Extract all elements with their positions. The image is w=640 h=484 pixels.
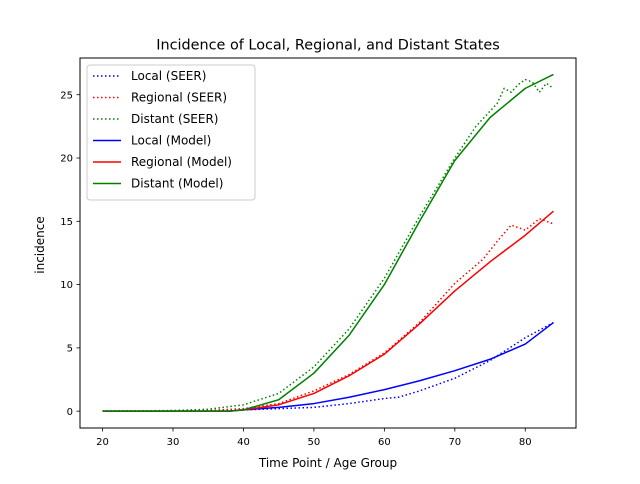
legend-label: Local (SEER) bbox=[131, 69, 206, 83]
y-tick-label: 10 bbox=[60, 280, 73, 291]
series-layer bbox=[102, 73, 554, 412]
x-tick-label: 40 bbox=[237, 437, 250, 448]
x-tick-label: 50 bbox=[308, 437, 321, 448]
x-tick-label: 20 bbox=[96, 437, 109, 448]
y-tick-label: 5 bbox=[67, 343, 73, 354]
legend-label: Regional (SEER) bbox=[131, 91, 227, 105]
x-tick-label: 30 bbox=[167, 437, 180, 448]
chart-title: Incidence of Local, Regional, and Distan… bbox=[156, 38, 499, 54]
legend-label: Distant (SEER) bbox=[131, 112, 219, 126]
legend-label: Regional (Model) bbox=[131, 155, 232, 169]
series-line-regional-seer bbox=[102, 218, 554, 412]
legend-box bbox=[86, 64, 256, 201]
x-tick-label: 80 bbox=[519, 437, 532, 448]
y-tick-label: 15 bbox=[60, 217, 73, 228]
legend: Local (SEER) Regional (SEER) Distant (SEER… bbox=[86, 64, 256, 201]
y-axis-label: incidence bbox=[33, 216, 47, 273]
axis-ticks: 20 30 40 50 60 70 80 0 5 10 15 20 25 bbox=[60, 90, 531, 448]
x-tick-label: 70 bbox=[448, 437, 461, 448]
y-tick-label: 25 bbox=[60, 90, 73, 101]
legend-label: Distant (Model) bbox=[131, 177, 223, 191]
y-tick-label: 0 bbox=[67, 407, 73, 418]
series-line-distant-model bbox=[102, 73, 554, 412]
legend-label: Local (Model) bbox=[131, 134, 211, 148]
y-tick-label: 20 bbox=[60, 154, 73, 165]
x-tick-label: 60 bbox=[378, 437, 391, 448]
x-axis-label: Time Point / Age Group bbox=[258, 456, 397, 470]
plot-frame bbox=[79, 57, 577, 429]
